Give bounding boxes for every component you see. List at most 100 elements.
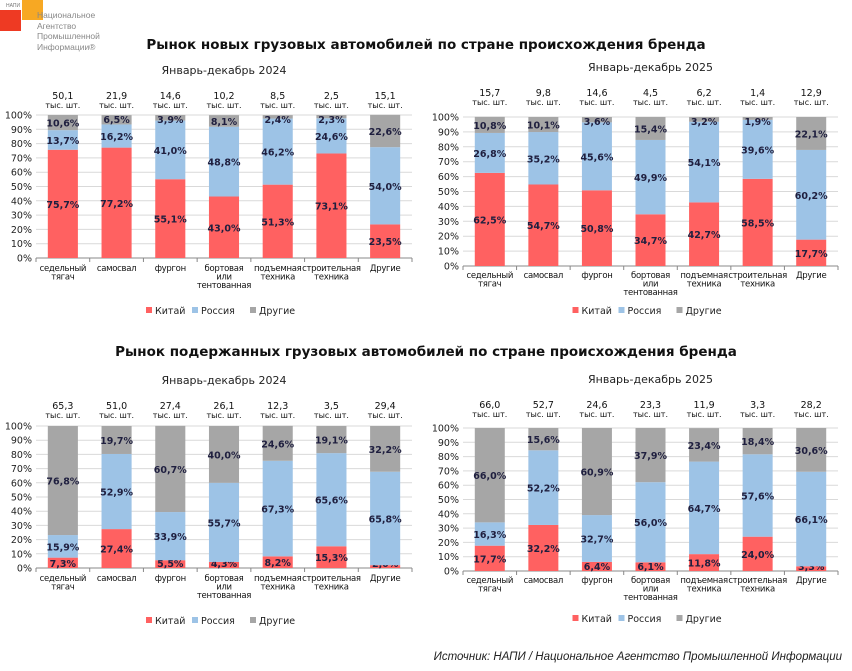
y-tick-label: 30% [438, 524, 459, 535]
y-tick-label: 0% [17, 254, 32, 265]
data-label: 33,9% [154, 532, 187, 543]
bar-segment-china [528, 184, 559, 266]
logo-red-square [0, 10, 21, 31]
legend-swatch [676, 307, 683, 313]
bar-segment-china [689, 202, 720, 266]
legend-swatch [192, 617, 198, 623]
legend-label: Другие [259, 306, 295, 317]
bar-segment-china [155, 560, 186, 568]
bar-segment-other [796, 428, 827, 472]
data-label: 1,9% [744, 117, 771, 128]
category-label: седельный [40, 264, 87, 274]
total-value: 21,9 [106, 91, 127, 102]
bar-segment-russia [528, 450, 559, 525]
data-label: 60,7% [154, 465, 187, 476]
bar-segment-other [262, 425, 293, 461]
total-value: 14,6 [160, 91, 181, 102]
total-value: 66,0 [479, 400, 500, 411]
data-label: 3,6% [584, 117, 611, 128]
data-label: 54,7% [527, 221, 560, 232]
category-label: техника [740, 280, 775, 290]
total-unit: тыс. шт. [368, 101, 403, 110]
bar-segment-china [208, 561, 240, 568]
bar-segment-china [689, 554, 720, 571]
bar-segment-other [581, 428, 612, 516]
y-tick-label: 40% [11, 507, 32, 518]
data-label: 7,3% [50, 559, 77, 570]
total-value: 3,5 [324, 401, 339, 412]
total-value: 27,4 [160, 401, 181, 412]
bar-segment-other [635, 117, 666, 140]
bar-segment-other [155, 425, 186, 513]
y-tick-label: 10% [438, 247, 459, 258]
legend-label: Китай [155, 616, 185, 627]
bar-segment-russia [208, 482, 240, 562]
bar-segment-russia [316, 118, 347, 154]
bar-segment-russia [47, 535, 78, 558]
bar-segment-russia [742, 119, 773, 179]
bar-segment-other [47, 115, 78, 131]
bar-segment-russia [316, 453, 347, 547]
data-label: 64,7% [688, 504, 721, 515]
y-tick-label: 90% [11, 125, 32, 136]
data-label: 22,1% [795, 129, 828, 140]
data-label: 3,2% [691, 117, 718, 128]
y-tick-label: 20% [438, 232, 459, 243]
total-unit: тыс. шт. [687, 98, 722, 107]
y-tick-label: 80% [11, 450, 32, 461]
data-label: 6,4% [584, 562, 611, 573]
legend-label: Россия [628, 614, 662, 625]
total-value: 2,5 [324, 91, 339, 102]
total-value: 1,4 [750, 88, 765, 99]
data-label: 15,3% [315, 553, 348, 564]
y-tick-label: 50% [438, 187, 459, 198]
logo-line: Национальное [37, 10, 96, 20]
total-unit: тыс. шт. [260, 411, 295, 420]
legend-swatch [572, 307, 579, 313]
total-value: 3,3 [750, 400, 765, 411]
bar-segment-russia [208, 126, 240, 197]
category-label: или [216, 273, 232, 283]
y-tick-label: 40% [11, 196, 32, 207]
y-tick-label: 50% [11, 182, 32, 193]
legend-label: Другие [259, 616, 295, 627]
total-unit: тыс. шт. [314, 101, 349, 110]
data-label: 45,6% [580, 152, 613, 163]
y-tick-label: 30% [11, 521, 32, 532]
legend-label: Россия [201, 616, 235, 627]
chart-subtitle: Январь-декабрь 2025 [588, 373, 713, 386]
total-value: 52,7 [533, 400, 554, 411]
data-label: 54,0% [369, 182, 402, 193]
bar-segment-russia [101, 453, 132, 530]
data-label: 17,7% [473, 554, 506, 565]
bar-segment-other [370, 426, 401, 472]
data-label: 2,4% [265, 115, 292, 126]
bar-segment-russia [262, 118, 293, 185]
data-label: 15,4% [634, 124, 667, 135]
data-label: 6,5% [103, 115, 130, 126]
data-label: 15,9% [46, 542, 79, 553]
y-tick-label: 10% [438, 552, 459, 563]
data-label: 22,6% [369, 127, 402, 138]
y-tick-label: 80% [438, 452, 459, 463]
bar-segment-other [262, 115, 293, 119]
y-tick-label: 100% [5, 422, 32, 433]
total-unit: тыс. шт. [579, 98, 614, 107]
total-value: 4,5 [643, 88, 658, 99]
total-unit: тыс. шт. [472, 98, 507, 107]
total-value: 29,4 [375, 401, 396, 412]
bar-segment-russia [689, 121, 720, 203]
bar-segment-other [742, 428, 773, 455]
bar-segment-other [528, 428, 559, 451]
chart-new-2025: Январь-декабрь 2025 0% 10% 20% 30% 40% 50% 60% 7… [432, 61, 839, 317]
y-tick-label: 90% [438, 438, 459, 449]
total-unit: тыс. шт. [740, 410, 775, 419]
y-tick-label: 30% [11, 211, 32, 222]
chart-subtitle: Январь-декабрь 2024 [162, 64, 287, 77]
legend-label: Китай [582, 306, 612, 317]
category-label: фургон [581, 576, 612, 586]
legend-label: Россия [628, 306, 662, 317]
bar-segment-other [796, 117, 827, 150]
legend-label: Китай [155, 306, 185, 317]
y-tick-label: 0% [17, 564, 32, 575]
